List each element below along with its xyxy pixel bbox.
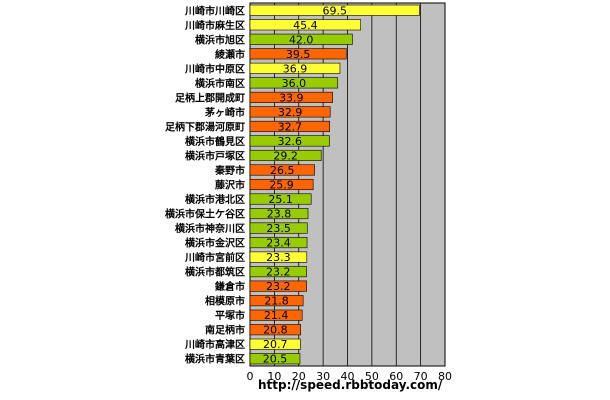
bar-value-label: 20.8 <box>263 324 288 337</box>
bar-value-label: 33.9 <box>279 91 304 104</box>
bar <box>249 193 312 205</box>
bar-value-label: 23.5 <box>266 222 291 235</box>
bar-value-label: 23.8 <box>267 208 292 221</box>
category-label: 川崎市麻生区 <box>184 19 245 32</box>
x-tick-labels: 0 10 20 30 40 50 60 70 80 <box>247 370 453 383</box>
bar <box>249 338 301 350</box>
bar <box>249 164 315 176</box>
category-label: 横浜市金沢区 <box>185 237 245 250</box>
category-label: 南足柄市 <box>205 324 245 337</box>
bar <box>249 178 314 191</box>
category-label: 綾瀬市 <box>215 48 245 61</box>
bar-value-label: 69.5 <box>322 4 347 17</box>
category-label: 横浜市鶴見区 <box>185 135 245 148</box>
bar-value-label: 26.5 <box>270 164 295 177</box>
category-label: 足柄下郡湯河原町 <box>165 120 245 133</box>
category-label: 川崎市宮前区 <box>184 251 245 264</box>
x-tick-label: 0 <box>247 370 254 383</box>
bar-value-label: 25.9 <box>269 179 294 192</box>
category-label: 横浜市保土ケ谷区 <box>165 208 245 221</box>
bar <box>249 135 330 147</box>
bar <box>249 222 308 234</box>
x-tick-label: 10 <box>267 370 281 383</box>
category-label: 横浜市戸塚区 <box>185 149 245 162</box>
bars: 69.5 45.442.0 39.536.9 36.033.9 32.932.7 32.6… <box>249 4 420 366</box>
bar-value-label: 32.7 <box>278 120 303 133</box>
bar <box>249 120 331 132</box>
category-label: 足柄上郡開成町 <box>175 91 245 104</box>
bar <box>249 48 347 60</box>
x-tick-label: 70 <box>414 370 428 383</box>
category-labels: 川崎市川崎区川崎市麻生区横浜市旭区綾瀬市川崎市中原区横浜市南区足柄上郡開成町茅ヶ… <box>165 4 245 365</box>
category-label: 川崎市高津区 <box>184 338 245 351</box>
x-tick-label: 80 <box>438 370 452 383</box>
bar-value-label: 32.6 <box>277 135 302 148</box>
bar-value-label: 21.4 <box>264 309 289 322</box>
bar <box>249 353 301 365</box>
bar <box>249 19 361 31</box>
bar <box>249 4 420 16</box>
bar <box>249 106 331 118</box>
bar <box>249 251 308 263</box>
x-tick-label: 50 <box>365 370 379 383</box>
x-tick-label: 20 <box>292 370 306 383</box>
bar <box>249 149 322 161</box>
bar-value-label: 23.3 <box>266 251 291 264</box>
bar <box>249 77 339 89</box>
bar-value-label: 21.8 <box>264 295 289 308</box>
category-label: 横浜市青葉区 <box>185 353 245 366</box>
x-tick-label: 30 <box>316 370 330 383</box>
bar <box>249 309 303 321</box>
bar <box>249 237 308 249</box>
bar-value-label: 36.9 <box>283 62 308 75</box>
bar-value-label: 29.2 <box>273 149 298 162</box>
category-label: 相模原市 <box>205 295 245 308</box>
category-label: 横浜市港北区 <box>185 193 245 206</box>
bar-value-label: 23.2 <box>266 280 291 293</box>
category-label: 藤沢市 <box>215 179 245 192</box>
bar-value-label: 36.0 <box>282 77 307 90</box>
bar-value-label: 45.4 <box>293 19 318 32</box>
bar-value-label: 20.5 <box>263 353 288 366</box>
x-tick-label: 60 <box>389 370 403 383</box>
bar-value-label: 20.7 <box>263 338 288 351</box>
bar-value-label: 32.9 <box>278 106 303 119</box>
source-url: http://speed.rbbtoday.com/ <box>258 378 443 392</box>
bar-value-label: 23.4 <box>266 237 291 250</box>
category-label: 川崎市中原区 <box>184 62 245 75</box>
bar-value-label: 39.5 <box>286 48 311 61</box>
bar-value-label: 25.1 <box>268 193 293 206</box>
bar <box>249 295 304 307</box>
bar <box>249 91 333 103</box>
category-label: 川崎市川崎区 <box>184 4 245 17</box>
category-label: 秦野市 <box>214 164 245 177</box>
bar <box>249 266 307 278</box>
category-label: 横浜市都筑区 <box>185 266 245 279</box>
bar <box>249 280 307 292</box>
bar <box>249 62 341 74</box>
bar-value-label: 23.2 <box>266 266 291 279</box>
bar-value-label: 42.0 <box>289 33 314 46</box>
category-label: 横浜市神奈川区 <box>175 222 245 235</box>
bar <box>249 324 302 336</box>
category-label: 平塚市 <box>215 309 245 322</box>
x-tick-label: 40 <box>341 370 355 383</box>
category-label: 横浜市旭区 <box>195 33 245 46</box>
bar <box>249 33 353 45</box>
category-label: 茅ヶ崎市 <box>205 106 245 119</box>
category-label: 鎌倉市 <box>214 280 245 293</box>
bar <box>249 208 309 220</box>
category-label: 横浜市南区 <box>195 77 245 90</box>
